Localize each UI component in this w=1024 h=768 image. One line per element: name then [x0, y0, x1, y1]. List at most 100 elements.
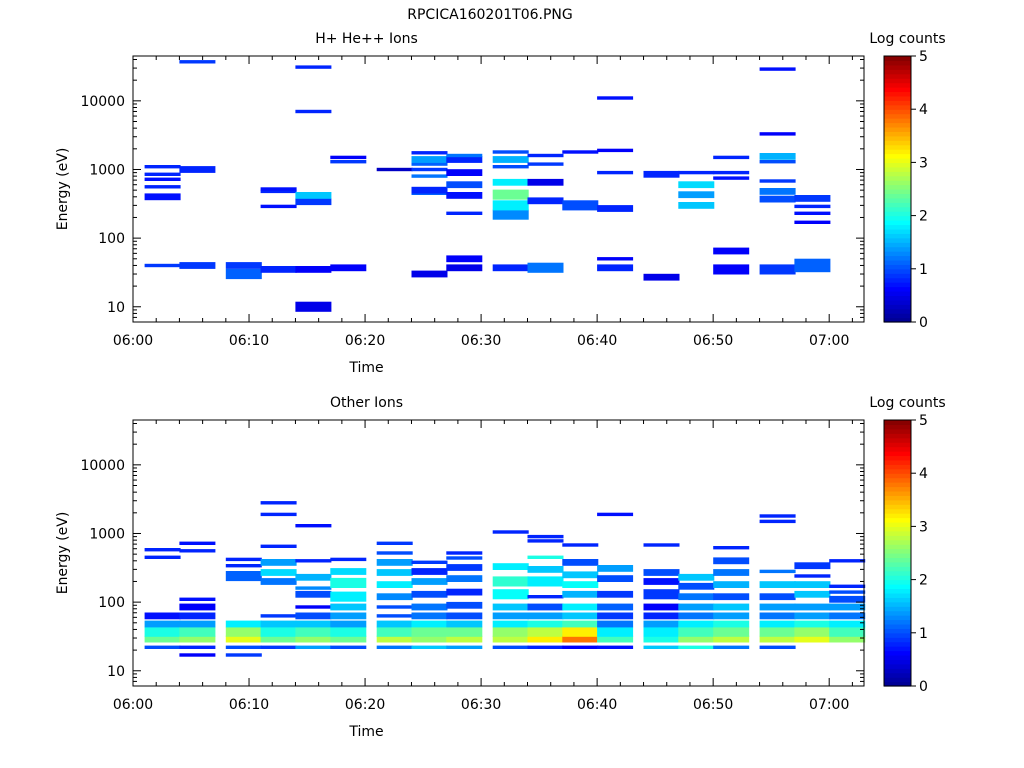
colorbar-tick-label: 4	[919, 466, 928, 482]
x-tick-label: 06:50	[693, 697, 733, 713]
heatmap-cell	[144, 263, 181, 268]
colorbar-segment	[884, 162, 911, 168]
heatmap-cell	[144, 645, 181, 649]
heatmap-cell	[759, 514, 796, 518]
heatmap-cell	[597, 590, 634, 598]
heatmap-cell	[794, 590, 831, 598]
x-tick-label: 06:00	[113, 697, 153, 713]
heatmap-cell	[643, 569, 680, 576]
heatmap-cell	[597, 565, 634, 572]
colorbar-segment	[884, 87, 911, 93]
colorbar-segment	[884, 668, 911, 674]
heatmap-cell	[562, 571, 599, 579]
heatmap-cell	[144, 635, 181, 643]
colorbar-segment	[884, 433, 911, 439]
heatmap-cell	[829, 559, 866, 563]
heatmap-cell	[179, 626, 216, 637]
heatmap-cell	[829, 595, 866, 603]
heatmap-cell	[759, 160, 796, 164]
colorbar-segment	[884, 632, 911, 638]
colorbar-segment	[884, 477, 911, 483]
heatmap-cell	[179, 603, 216, 611]
heatmap-cell	[492, 589, 529, 600]
colorbar-segment	[884, 259, 911, 265]
heatmap-cell	[492, 635, 529, 643]
heatmap-cell	[411, 635, 448, 643]
heatmap-cell	[446, 264, 483, 272]
heatmap-cell	[713, 176, 750, 180]
heatmap-cell	[225, 269, 262, 280]
heatmap-cell	[260, 635, 297, 643]
heatmap-cell	[759, 188, 796, 195]
heatmap-cell	[759, 569, 796, 574]
colorbar-segment	[884, 464, 911, 470]
heatmap-cell	[295, 198, 332, 206]
heatmap-cell	[597, 645, 634, 649]
heatmap-cell	[330, 645, 367, 649]
heatmap-cell	[492, 156, 529, 163]
heatmap-cell	[376, 551, 413, 555]
heatmap-cell	[411, 167, 448, 172]
heatmap-cell	[411, 612, 448, 620]
y-tick-label: 100	[98, 231, 125, 247]
colorbar-segment	[884, 242, 911, 248]
heatmap-cell	[376, 626, 413, 637]
colorbar-segment	[884, 446, 911, 452]
heatmap-cell	[678, 181, 715, 189]
heatmap-cell	[562, 200, 599, 211]
colorbar-segment	[884, 211, 911, 217]
colorbar-tick-label: 2	[919, 573, 928, 589]
heatmap-cell	[295, 586, 332, 590]
heatmap-cell	[643, 578, 680, 585]
heatmap-cell	[794, 195, 831, 202]
heatmap-cell	[759, 635, 796, 643]
colorbar-segment	[884, 495, 911, 501]
heatmap-cell	[562, 612, 599, 620]
colorbar-segment	[884, 69, 911, 75]
heatmap-cell	[411, 186, 448, 194]
heatmap-cell	[411, 156, 448, 163]
heatmap-cell	[446, 192, 483, 199]
heatmap-cell	[597, 612, 634, 620]
colorbar-segment	[884, 544, 911, 550]
heatmap-cell	[759, 179, 796, 183]
heatmap-cell	[643, 273, 680, 281]
heatmap-cell	[179, 645, 216, 649]
heatmap-cell	[411, 568, 448, 575]
x-tick-label: 06:40	[577, 333, 617, 349]
heatmap-cell	[527, 534, 564, 539]
heatmap-cell	[794, 581, 831, 588]
colorbar-segment	[884, 189, 911, 195]
heatmap-cell	[527, 612, 564, 620]
heatmap-cell	[713, 264, 750, 275]
heatmap-cell	[713, 612, 750, 620]
x-tick-label: 06:10	[229, 697, 269, 713]
heatmap-cell	[260, 187, 297, 191]
y-tick-label: 10	[107, 300, 125, 316]
heatmap-cell	[678, 626, 715, 637]
panel-1: 06:00 06:10 06:20 06:30 06:40 06:50 07:0010100…	[55, 31, 946, 376]
heatmap-cell	[527, 576, 564, 587]
heatmap-cell	[643, 645, 680, 649]
heatmap-cell	[411, 645, 448, 649]
heatmap-cell	[411, 590, 448, 598]
colorbar-tick-label: 2	[919, 209, 928, 225]
heatmap-cell	[597, 626, 634, 637]
colorbar-segment	[884, 623, 911, 629]
heatmap-cell	[678, 582, 715, 590]
colorbar-tick-label: 5	[919, 413, 928, 429]
heatmap-cell	[643, 543, 680, 547]
spectrogram-cells	[144, 60, 831, 312]
heatmap-cell	[144, 172, 181, 176]
heatmap-cell	[179, 612, 216, 620]
heatmap-cell	[492, 530, 529, 534]
colorbar-segment	[884, 615, 911, 621]
heatmap-cell	[225, 557, 262, 562]
heatmap-cell	[376, 635, 413, 643]
heatmap-cell	[527, 626, 564, 637]
heatmap-cell	[562, 645, 599, 649]
heatmap-cell	[759, 593, 796, 601]
colorbar-segment	[884, 149, 911, 155]
heatmap-cell	[527, 262, 564, 273]
